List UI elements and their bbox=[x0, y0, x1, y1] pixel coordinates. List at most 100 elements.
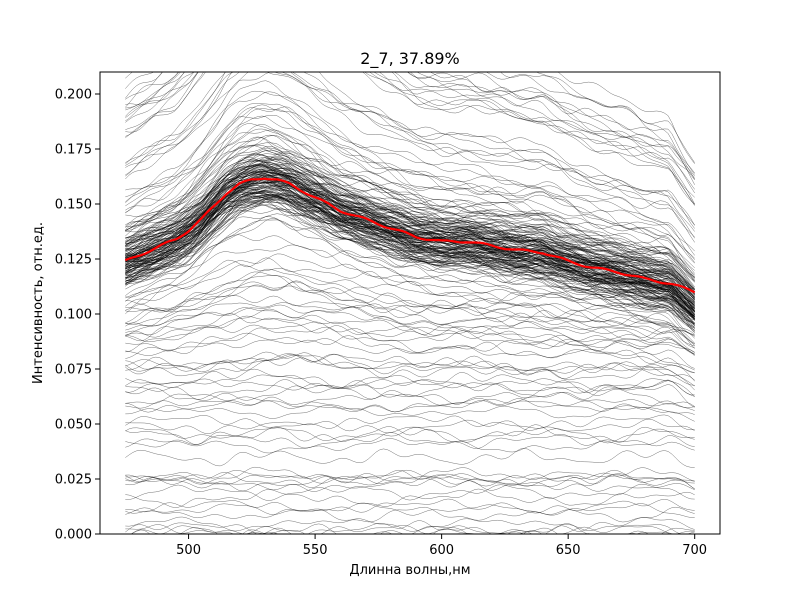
spectrum-line bbox=[125, 90, 695, 256]
spectrum-line bbox=[125, 104, 695, 260]
spectrum-line bbox=[125, 520, 695, 534]
spectrum-line bbox=[125, 502, 695, 518]
spectrum-line bbox=[125, 332, 695, 374]
spectrum-line bbox=[125, 194, 695, 321]
spectrum-line bbox=[125, 392, 695, 408]
spectrum-line bbox=[125, 154, 695, 290]
spectrum-line bbox=[125, 314, 695, 355]
spectrum-line bbox=[125, 396, 695, 413]
spectrum-line bbox=[125, 128, 695, 283]
spectrum-line bbox=[125, 161, 695, 303]
spectrum-line bbox=[125, 172, 695, 309]
spectrum-line bbox=[125, 536, 694, 553]
y-tick-label: 0.100 bbox=[55, 308, 92, 323]
spectrum-line bbox=[179, 526, 559, 534]
spectrum-line bbox=[125, 353, 695, 386]
spectrum-line bbox=[125, 281, 695, 344]
spectrum-line bbox=[176, 533, 639, 534]
x-axis: 500 550 600 650 700 bbox=[176, 534, 707, 558]
spectrum-line bbox=[125, 191, 695, 326]
spectrum-line bbox=[125, 164, 695, 295]
spectrum-line bbox=[125, 196, 695, 319]
y-tick-label: 0.000 bbox=[55, 528, 92, 543]
spectrum-line bbox=[125, 418, 695, 434]
spectrum-line bbox=[125, 150, 695, 295]
spectrum-line bbox=[125, 414, 695, 431]
spectrum-line bbox=[125, 378, 695, 397]
spectrum-line bbox=[125, 281, 695, 345]
spectrum-line bbox=[125, 72, 695, 194]
chart-title: 2_7, 37.89% bbox=[360, 49, 460, 69]
y-axis-label: Интенсивность, отн.ед. bbox=[31, 222, 46, 384]
y-tick-label: 0.150 bbox=[55, 198, 92, 213]
spectrum-line bbox=[125, 404, 695, 422]
spectrum-line bbox=[125, 91, 695, 259]
y-tick-label: 0.125 bbox=[55, 253, 92, 268]
spectrum-line bbox=[125, 108, 695, 264]
spectrum-line bbox=[125, 483, 695, 501]
spectrum-line bbox=[125, 72, 695, 232]
spectrum-line bbox=[125, 193, 695, 329]
y-tick-label: 0.050 bbox=[55, 418, 92, 433]
spectrum-line bbox=[125, 204, 695, 328]
spectrum-line bbox=[125, 426, 695, 444]
y-tick-label: 0.200 bbox=[55, 88, 92, 103]
spectrum-line bbox=[125, 498, 695, 514]
spectrum-line bbox=[125, 506, 695, 523]
spectrum-line bbox=[125, 477, 695, 492]
spectrum-line bbox=[125, 308, 695, 353]
spectrum-line bbox=[125, 469, 695, 490]
spectrum-line bbox=[125, 72, 695, 198]
spectrum-line bbox=[125, 213, 695, 329]
spectrum-line bbox=[125, 72, 695, 205]
spectrum-line bbox=[125, 194, 695, 320]
spectrum-line bbox=[125, 368, 695, 396]
x-tick-label: 650 bbox=[556, 543, 581, 558]
spectrum-line bbox=[125, 72, 695, 163]
spectrum-line bbox=[125, 201, 695, 329]
spectrum-line bbox=[125, 164, 695, 296]
spectrum-line bbox=[125, 169, 695, 295]
x-tick-label: 500 bbox=[176, 543, 201, 558]
spectrum-line bbox=[125, 197, 695, 326]
spectrum-line bbox=[125, 488, 695, 508]
spectrum-line bbox=[125, 72, 695, 239]
spectrum-line bbox=[125, 400, 695, 415]
spectrum-line bbox=[125, 72, 695, 185]
spectrum-line bbox=[125, 181, 695, 317]
spectrum-line bbox=[125, 374, 695, 397]
spectrum-line bbox=[125, 80, 695, 252]
spectrum-line bbox=[125, 72, 695, 174]
spectrum-line bbox=[125, 424, 695, 445]
plot-frame bbox=[99, 71, 721, 535]
spectrum-line bbox=[125, 203, 695, 333]
spectrum-line bbox=[202, 533, 593, 534]
spectrum-line bbox=[125, 156, 695, 292]
spectrum-line bbox=[125, 302, 695, 355]
spectrum-line bbox=[125, 72, 695, 243]
spectrum-line bbox=[125, 72, 695, 164]
spectrum-line bbox=[125, 187, 695, 317]
spectrum-line bbox=[125, 280, 695, 339]
spectrum-line bbox=[130, 529, 671, 534]
spectrum-line bbox=[125, 189, 695, 319]
spectrum-line bbox=[125, 337, 695, 374]
spectrum-line bbox=[125, 469, 695, 484]
spectrum-line bbox=[125, 201, 695, 331]
x-axis-label: Длинна волны,нм bbox=[349, 563, 470, 578]
spectrum-line bbox=[125, 353, 695, 382]
spectrum-line bbox=[125, 142, 695, 276]
spectrum-line bbox=[125, 326, 695, 371]
spectrum-line bbox=[125, 354, 695, 391]
spectrum-line bbox=[125, 146, 695, 278]
spectrum-line bbox=[125, 72, 695, 175]
spectrum-line bbox=[125, 472, 695, 486]
mean-spectrum-line bbox=[124, 177, 696, 294]
x-tick-label: 600 bbox=[429, 543, 454, 558]
mean-spectrum-group bbox=[124, 177, 696, 294]
spectrum-line bbox=[125, 351, 695, 387]
spectrum-line bbox=[125, 191, 695, 318]
spectrum-line bbox=[125, 438, 695, 454]
spectrum-line bbox=[125, 144, 695, 281]
